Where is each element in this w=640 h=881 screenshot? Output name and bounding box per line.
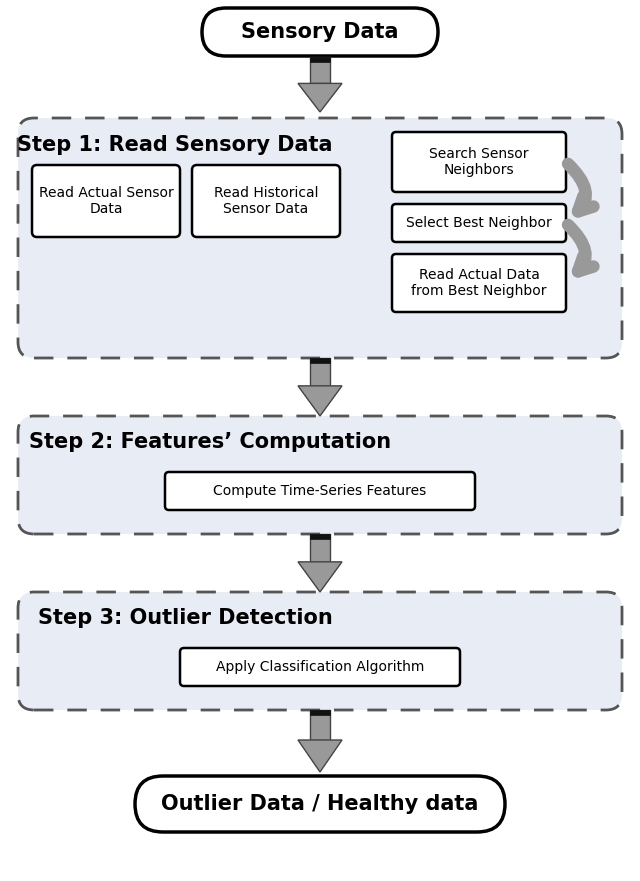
Text: Step 3: Outlier Detection: Step 3: Outlier Detection — [38, 608, 332, 628]
Polygon shape — [310, 57, 330, 84]
Polygon shape — [310, 57, 330, 62]
Polygon shape — [310, 358, 330, 386]
FancyBboxPatch shape — [392, 204, 566, 242]
FancyBboxPatch shape — [18, 416, 622, 534]
Text: Sensory Data: Sensory Data — [241, 22, 399, 42]
FancyBboxPatch shape — [32, 165, 180, 237]
Polygon shape — [310, 710, 330, 715]
Text: Search Sensor
Neighbors: Search Sensor Neighbors — [429, 147, 529, 177]
FancyBboxPatch shape — [18, 592, 622, 710]
Polygon shape — [310, 534, 330, 562]
Polygon shape — [310, 534, 330, 539]
Text: Outlier Data / Healthy data: Outlier Data / Healthy data — [161, 794, 479, 814]
Text: Select Best Neighbor: Select Best Neighbor — [406, 216, 552, 230]
Text: Step 1: Read Sensory Data: Step 1: Read Sensory Data — [17, 135, 333, 155]
Polygon shape — [298, 84, 342, 112]
Polygon shape — [310, 710, 330, 740]
Text: Read Actual Sensor
Data: Read Actual Sensor Data — [38, 186, 173, 216]
Text: Compute Time-Series Features: Compute Time-Series Features — [213, 484, 427, 498]
Text: Read Historical
Sensor Data: Read Historical Sensor Data — [214, 186, 318, 216]
Polygon shape — [298, 562, 342, 592]
Polygon shape — [298, 386, 342, 416]
FancyBboxPatch shape — [192, 165, 340, 237]
Polygon shape — [298, 740, 342, 772]
FancyBboxPatch shape — [392, 254, 566, 312]
FancyBboxPatch shape — [165, 472, 475, 510]
Polygon shape — [310, 358, 330, 363]
Text: Apply Classification Algorithm: Apply Classification Algorithm — [216, 660, 424, 674]
Text: Step 2: Features’ Computation: Step 2: Features’ Computation — [29, 432, 391, 452]
FancyBboxPatch shape — [135, 776, 505, 832]
FancyBboxPatch shape — [392, 132, 566, 192]
FancyBboxPatch shape — [202, 8, 438, 56]
FancyBboxPatch shape — [180, 648, 460, 686]
FancyBboxPatch shape — [18, 118, 622, 358]
Text: Read Actual Data
from Best Neighbor: Read Actual Data from Best Neighbor — [412, 268, 547, 298]
